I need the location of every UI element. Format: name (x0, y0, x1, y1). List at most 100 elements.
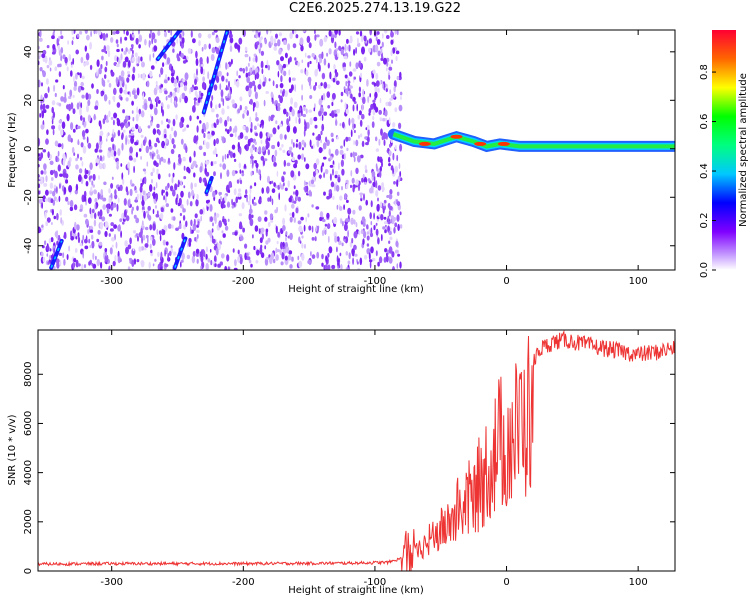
page-title: C2E6.2025.274.13.19.G22 (288, 1, 462, 16)
noise-speck (284, 255, 288, 261)
noise-speck (353, 129, 356, 134)
noise-speck (389, 89, 392, 95)
noise-speck (56, 198, 58, 203)
noise-speck (94, 212, 97, 220)
noise-speck (148, 33, 152, 39)
noise-speck (348, 71, 353, 77)
noise-speck (206, 246, 208, 253)
noise-speck (344, 193, 347, 200)
noise-speck (302, 113, 307, 118)
carrier-hotspot (418, 141, 431, 146)
noise-speck (226, 105, 230, 110)
noise-speck (379, 79, 382, 86)
noise-speck (140, 143, 143, 150)
noise-speck (214, 123, 217, 128)
noise-speck (103, 162, 106, 170)
noise-speck (265, 240, 269, 245)
noise-speck (291, 77, 296, 81)
noise-speck (85, 180, 89, 187)
noise-speck (353, 101, 357, 104)
noise-speck (146, 80, 150, 88)
noise-speck (89, 207, 92, 215)
noise-speck (311, 53, 315, 58)
noise-speck (110, 222, 114, 227)
noise-speck (237, 249, 240, 255)
noise-speck (316, 57, 318, 64)
noise-speck (197, 220, 200, 227)
noise-speck (51, 100, 56, 106)
noise-speck (102, 118, 106, 125)
noise-speck (383, 216, 387, 220)
noise-speck (57, 143, 62, 148)
noise-speck (315, 206, 320, 210)
noise-speck (247, 71, 251, 77)
noise-speck (106, 133, 109, 139)
y-tick-label: 4000 (23, 460, 34, 485)
noise-speck (290, 84, 294, 91)
noise-speck (60, 217, 63, 224)
noise-speck (279, 147, 282, 151)
noise-speck (72, 58, 75, 65)
noise-speck (274, 149, 278, 157)
noise-speck (233, 267, 238, 270)
noise-speck (283, 108, 287, 115)
noise-speck (227, 218, 230, 222)
noise-speck (225, 97, 230, 101)
noise-speck (88, 170, 90, 177)
colorbar-tick-label: 0.0 (699, 262, 710, 278)
noise-speck (248, 56, 251, 62)
noise-speck (348, 85, 353, 89)
noise-speck (184, 72, 189, 81)
noise-speck (318, 84, 322, 90)
noise-speck (72, 262, 75, 269)
noise-speck (40, 124, 45, 130)
noise-speck (375, 73, 379, 80)
noise-speck (207, 229, 212, 236)
noise-speck (57, 44, 61, 51)
diagonal-streak (201, 30, 230, 115)
noise-speck (160, 84, 164, 88)
y-tick-label: 6000 (23, 411, 34, 436)
noise-speck (186, 198, 189, 206)
noise-speck (194, 78, 197, 86)
noise-speck (79, 107, 82, 116)
noise-speck (189, 201, 193, 207)
noise-speck (290, 97, 294, 105)
noise-speck (339, 149, 344, 155)
noise-speck (253, 196, 256, 200)
noise-speck (372, 116, 375, 120)
noise-speck (216, 118, 220, 126)
noise-speck (84, 245, 89, 250)
noise-speck (275, 120, 278, 125)
noise-speck (276, 249, 280, 253)
noise-speck (213, 255, 217, 263)
noise-speck (79, 72, 82, 79)
noise-speck (180, 138, 184, 145)
noise-speck (98, 67, 102, 75)
noise-speck (328, 30, 332, 37)
noise-speck (157, 263, 161, 270)
noise-speck (114, 254, 117, 262)
noise-speck (304, 124, 307, 132)
noise-speck (392, 266, 395, 270)
noise-speck (246, 256, 251, 261)
noise-speck (323, 191, 326, 196)
noise-speck (198, 90, 201, 95)
noise-speck (358, 230, 361, 236)
noise-speck (284, 134, 287, 140)
noise-speck (271, 144, 276, 150)
noise-speck (334, 174, 338, 179)
noise-speck (199, 209, 204, 215)
noise-speck (65, 179, 69, 184)
noise-speck (282, 225, 286, 232)
noise-speck (220, 253, 225, 259)
noise-speck (187, 191, 191, 199)
noise-speck (50, 198, 54, 204)
noise-speck (80, 142, 84, 148)
noise-speck (85, 218, 89, 225)
noise-speck (222, 163, 227, 170)
noise-speck (172, 118, 176, 127)
noise-speck (246, 110, 249, 116)
noise-speck (338, 264, 341, 269)
